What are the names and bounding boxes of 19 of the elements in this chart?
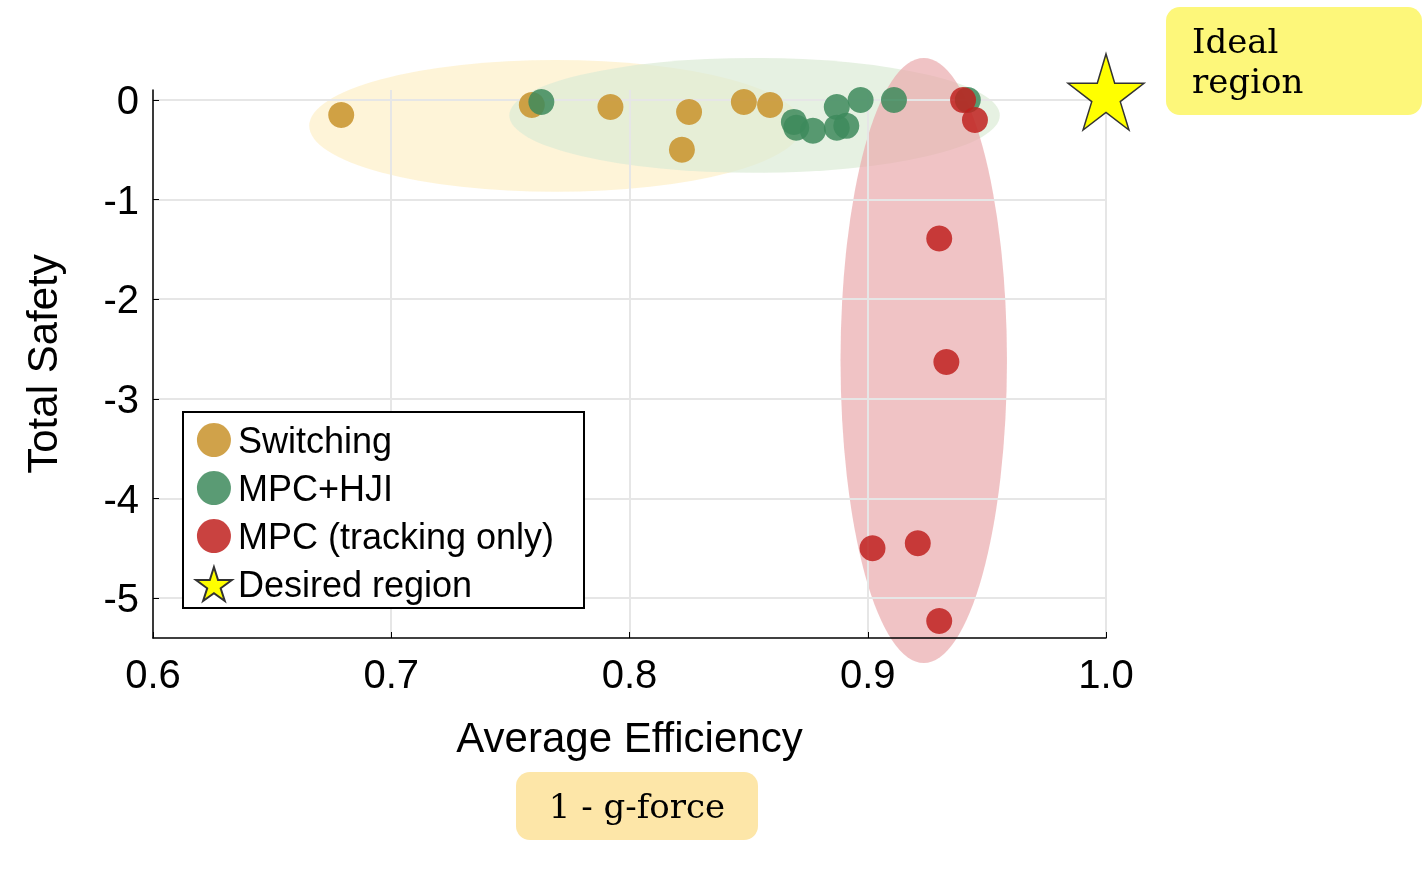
y-tick-label: -3 [103,376,139,421]
x-tick-label: 0.9 [839,652,896,696]
legend-label: Switching [237,419,393,461]
y-tick-label: 0 [116,77,139,122]
y-tick-label: -5 [103,576,139,621]
x-axis-title: Average Efficiency [456,713,803,761]
y-axis-title: Total Safety [18,254,66,474]
x-tick-label: 0.8 [601,652,658,696]
x-tick-label: 0.6 [125,652,181,696]
legend-label: MPC+HJI [237,467,393,509]
y-tick-label: -4 [103,476,139,521]
text: Ideal region [1166,7,1422,115]
x-tick-label: 1.0 [1078,652,1134,696]
y-tick-label: -1 [103,177,139,222]
text: 1 - g-force [516,772,758,840]
legend-label: MPC (tracking only) [237,515,555,557]
y-tick-label: -2 [103,277,139,322]
legend-label: Desired region [237,563,473,605]
x-tick-label: 0.7 [363,652,420,696]
